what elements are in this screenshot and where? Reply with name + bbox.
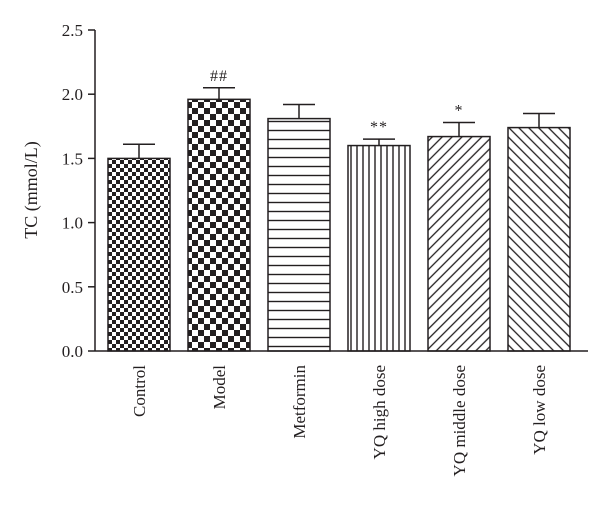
bar-control [107,157,171,352]
y-axis: 0.0 0.5 1.0 1.5 2.0 2.5 [62,21,95,361]
y-tick-label: 0.0 [62,342,83,361]
y-tick-label: 2.5 [62,21,83,40]
x-tick-label: Metformin [290,365,309,439]
x-tick-label: YQ low dose [530,365,549,455]
bar-metformin [267,117,331,352]
bar-yq-middle-dose [427,135,491,352]
x-tick-label: YQ high dose [370,365,389,459]
bar-yq-low-dose [507,126,571,352]
y-tick-label: 2.0 [62,85,83,104]
significance-label: ## [210,68,228,85]
x-axis-labels: Control Model Metformin YQ high dose YQ midd… [130,365,549,477]
significance-label: * [455,102,464,119]
bar-model [187,98,251,352]
bars-group: ##*** [107,68,571,352]
y-axis-title: TC (mmol/L) [21,141,42,239]
y-tick-label: 0.5 [62,278,83,297]
y-tick-label: 1.5 [62,149,83,168]
significance-label: ** [370,119,388,136]
x-tick-label: Control [130,365,149,417]
bar-yq-high-dose [347,144,411,352]
x-tick-label: YQ middle dose [450,365,469,476]
x-tick-label: Model [210,365,229,410]
y-tick-label: 1.0 [62,214,83,233]
